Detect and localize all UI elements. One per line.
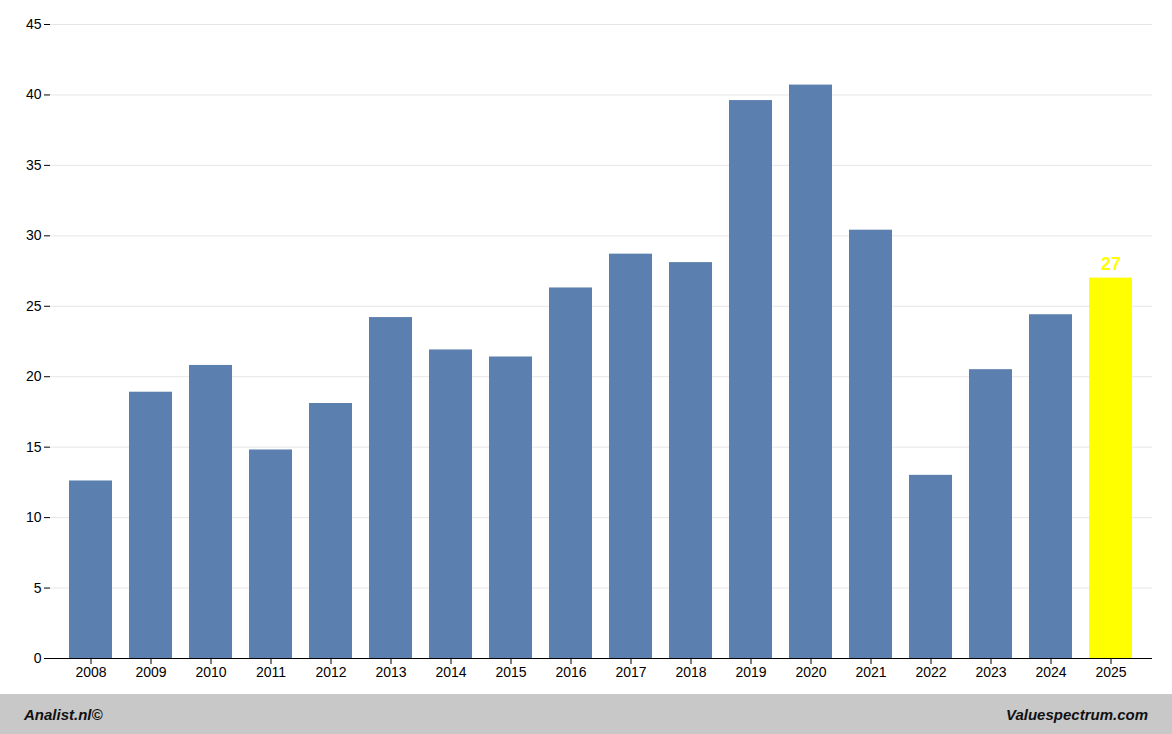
svg-text:35: 35 xyxy=(26,157,42,173)
svg-text:40: 40 xyxy=(26,86,42,102)
svg-text:2018: 2018 xyxy=(675,664,706,680)
svg-text:2019: 2019 xyxy=(735,664,766,680)
svg-text:2023: 2023 xyxy=(975,664,1006,680)
svg-text:45: 45 xyxy=(26,16,42,32)
html-text:Analist.nl©: Analist.nl© xyxy=(24,705,103,723)
svg-text:2016: 2016 xyxy=(555,664,586,680)
svg-text:27: 27 xyxy=(1101,254,1121,274)
svg-text:25: 25 xyxy=(26,298,42,314)
svg-text:5: 5 xyxy=(34,580,42,596)
svg-text:2025: 2025 xyxy=(1095,664,1126,680)
svg-text:2008: 2008 xyxy=(75,664,106,680)
svg-text:30: 30 xyxy=(26,227,42,243)
svg-text:10: 10 xyxy=(26,509,42,525)
svg-text:2013: 2013 xyxy=(375,664,406,680)
svg-text:2010: 2010 xyxy=(195,664,226,680)
svg-text:2012: 2012 xyxy=(315,664,346,680)
svg-text:20: 20 xyxy=(26,368,42,384)
svg-text:2020: 2020 xyxy=(795,664,826,680)
svg-text:2017: 2017 xyxy=(615,664,646,680)
svg-text:2021: 2021 xyxy=(855,664,886,680)
svg-text:2014: 2014 xyxy=(435,664,466,680)
svg-text:2009: 2009 xyxy=(135,664,166,680)
svg-text:2022: 2022 xyxy=(915,664,946,680)
svg-text:2015: 2015 xyxy=(495,664,526,680)
svg-text:0: 0 xyxy=(34,650,42,666)
html-text:Valuespectrum.com: Valuespectrum.com xyxy=(1006,705,1148,723)
svg-text:2024: 2024 xyxy=(1035,664,1066,680)
svg-text:2011: 2011 xyxy=(256,664,286,680)
svg-text:15: 15 xyxy=(26,439,42,455)
